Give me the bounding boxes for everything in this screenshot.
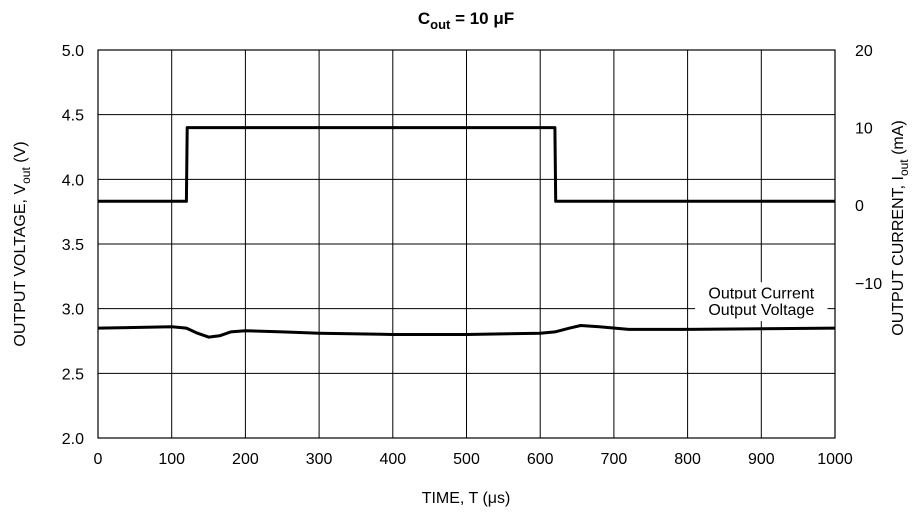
series-output-voltage — [97, 324, 836, 339]
y-left-tick-label: 3.0 — [62, 302, 84, 319]
y-left-tick-label: 4.0 — [62, 172, 84, 189]
x-tick-label: 800 — [674, 451, 701, 468]
y-left-tick-label: 2.5 — [62, 366, 84, 383]
x-tick-label: 900 — [748, 451, 775, 468]
x-tick-label: 200 — [232, 451, 259, 468]
x-tick-label: 0 — [94, 451, 103, 468]
x-tick-label: 400 — [379, 451, 406, 468]
series-label-output-voltage: Output Voltage — [708, 302, 814, 319]
tick-labels: 0 100 200 300 400 500 600 700 800 900 10002.02.53.… — [62, 43, 882, 468]
y-right-tick-label: 0 — [855, 198, 864, 215]
chart-title: Cout = 10 μF — [418, 9, 514, 32]
x-tick-label: 100 — [158, 451, 185, 468]
y-right-axis-title: OUTPUT CURRENT, Iout (mA) — [890, 120, 911, 336]
series-label-bg — [695, 299, 828, 322]
y-left-axis-title: OUTPUT VOLTAGE, Vout (V) — [12, 141, 33, 346]
x-tick-label: 300 — [306, 451, 333, 468]
x-tick-label: 700 — [601, 451, 628, 468]
plot-frame — [97, 49, 836, 439]
grid — [97, 49, 836, 439]
series-label-bg — [695, 282, 828, 305]
y-right-tick-label: −10 — [855, 276, 882, 293]
y-right-tick-label: 20 — [855, 43, 873, 60]
x-tick-label: 1000 — [817, 451, 853, 468]
x-axis-title: TIME, T (μs) — [422, 490, 511, 507]
series-layer — [97, 126, 836, 339]
y-right-tick-label: 10 — [855, 121, 873, 138]
series-label-output-current: Output Current — [708, 285, 814, 302]
x-tick-label: 500 — [453, 451, 480, 468]
x-tick-label: 600 — [527, 451, 554, 468]
y-left-tick-label: 2.0 — [62, 431, 84, 448]
y-left-tick-label: 5.0 — [62, 43, 84, 60]
y-left-tick-label: 3.5 — [62, 237, 84, 254]
y-left-tick-label: 4.5 — [62, 108, 84, 125]
series-output-current — [98, 126, 835, 203]
